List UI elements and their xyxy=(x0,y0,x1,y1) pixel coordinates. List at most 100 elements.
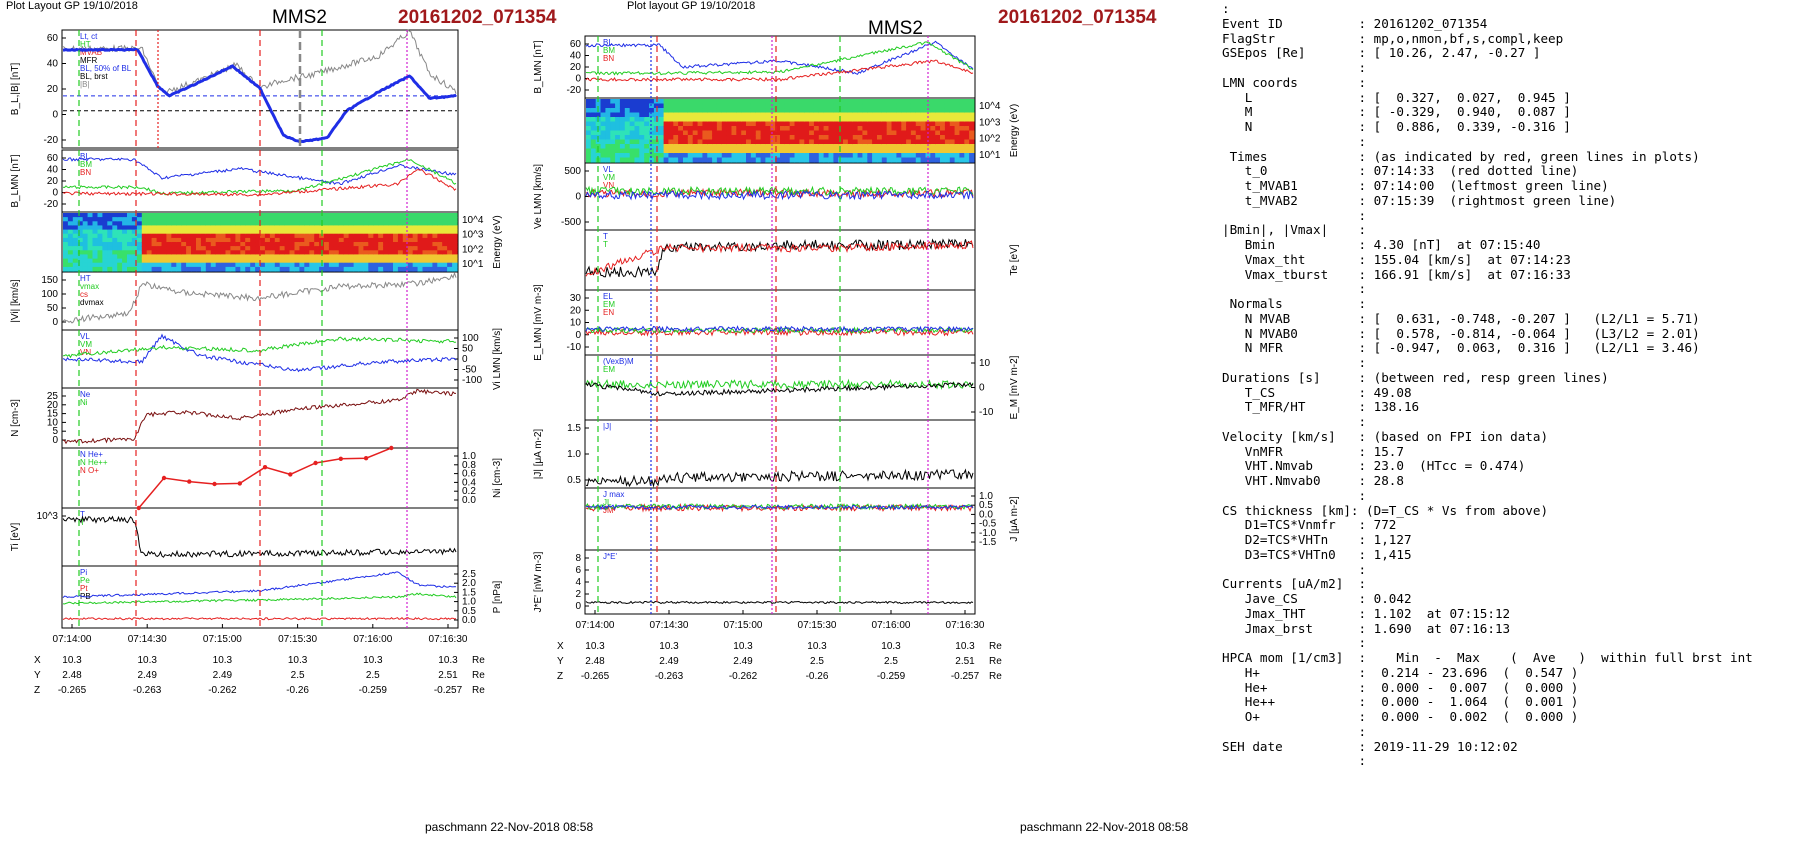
spectrogram-cell xyxy=(930,130,936,136)
right-pos-unit: Re xyxy=(989,671,1002,682)
spectrogram-cell xyxy=(590,108,597,114)
spectrogram-cell xyxy=(412,237,419,243)
spectrogram-cell xyxy=(910,130,917,136)
spectrogram-cell xyxy=(220,246,227,251)
right-time-tick-label: 07:15:00 xyxy=(724,620,763,631)
spectrogram-cell xyxy=(780,99,786,105)
spectrogram-cell xyxy=(746,148,752,154)
spectrogram-cell xyxy=(687,130,694,136)
info-line: VnMFR : 15.7 xyxy=(1222,443,1404,459)
spectrogram-cell xyxy=(87,229,94,235)
spectrogram-cell xyxy=(886,148,893,154)
left-ytick-label: 0 xyxy=(52,317,58,328)
spectrogram-cell xyxy=(388,233,394,239)
spectrogram-cell xyxy=(712,103,718,109)
spectrogram-cell xyxy=(590,135,597,141)
spectrogram-cell xyxy=(683,108,689,114)
spectrogram-cell xyxy=(896,153,902,159)
left-pos-value: 2.49 xyxy=(213,670,233,681)
spectrogram-cell xyxy=(250,242,256,247)
spectrogram-cell xyxy=(629,103,636,109)
spectrogram-cell xyxy=(678,103,684,109)
spectrogram-cell xyxy=(877,126,883,132)
spectrogram-cell xyxy=(422,266,428,272)
spectrogram-cell xyxy=(838,103,844,109)
spectrogram-cell xyxy=(619,135,626,141)
spectrogram-cell xyxy=(794,139,800,145)
spectrogram-cell xyxy=(383,254,389,260)
spectrogram-cell xyxy=(67,246,74,251)
spectrogram-cell xyxy=(683,144,689,150)
spectrogram-cell xyxy=(102,262,108,268)
spectrogram-cell xyxy=(930,126,936,132)
spectrogram-cell xyxy=(891,126,897,132)
spectrogram-cell xyxy=(959,157,965,163)
spectrogram-cell xyxy=(250,246,256,251)
right-te-red-line xyxy=(585,240,974,277)
spectrogram-cell xyxy=(72,262,79,268)
spectrogram-cell xyxy=(452,258,458,264)
spectrogram-cell xyxy=(77,233,84,239)
spectrogram-cell xyxy=(823,108,829,114)
spectrogram-cell xyxy=(383,242,389,247)
spectrogram-cell xyxy=(200,262,207,268)
spectrogram-cell xyxy=(673,130,679,136)
spectrogram-cell xyxy=(818,157,825,163)
right-ve-m-line xyxy=(585,185,974,197)
spectrogram-cell xyxy=(289,225,295,231)
spectrogram-cell xyxy=(605,99,611,105)
spectrogram-cell xyxy=(891,153,897,159)
spectrogram-cell xyxy=(279,221,286,226)
spectrogram-cell xyxy=(586,148,592,154)
spectrogram-cell xyxy=(196,258,202,264)
spectrogram-cell xyxy=(269,233,276,239)
spectrogram-cell xyxy=(716,117,723,123)
spectrogram-cell xyxy=(600,130,606,136)
spectrogram-cell xyxy=(712,99,718,105)
spectrogram-cell xyxy=(240,246,246,251)
spectrogram-cell xyxy=(716,139,723,145)
spectrogram-cell xyxy=(210,262,217,268)
spectrogram-cell xyxy=(72,242,79,247)
spectrogram-cell xyxy=(658,135,665,141)
spectrogram-cell xyxy=(755,153,762,159)
spectrogram-cell xyxy=(644,148,650,154)
spectrogram-cell xyxy=(176,233,182,239)
spectrogram-cell xyxy=(818,103,825,109)
spectrogram-cell xyxy=(712,121,718,127)
spectrogram-cell xyxy=(663,103,669,109)
spectrogram-cell xyxy=(166,237,172,243)
spectrogram-cell xyxy=(230,262,236,268)
spectrogram-cell xyxy=(358,262,364,268)
left-panel-ylabel: Energy (eV) xyxy=(492,215,503,268)
spectrogram-cell xyxy=(368,250,374,255)
spectrogram-cell xyxy=(673,157,679,163)
spectrogram-cell xyxy=(949,121,956,127)
spectrogram-cell xyxy=(166,250,172,255)
spectrogram-cell xyxy=(877,108,883,114)
spectrogram-cell xyxy=(843,112,849,118)
spectrogram-cell xyxy=(969,148,975,154)
spectrogram-cell xyxy=(615,103,621,109)
spectrogram-cell xyxy=(269,217,276,222)
spectrogram-cell xyxy=(959,126,965,132)
spectrogram-cell xyxy=(363,221,369,226)
right-ytick-label: -20 xyxy=(567,85,582,96)
spectrogram-cell xyxy=(284,233,291,239)
spectrogram-cell xyxy=(250,250,256,255)
spectrogram-cell xyxy=(901,130,907,136)
left-ytick-label: 0 xyxy=(52,188,58,199)
left-pos-value: -0.26 xyxy=(286,685,309,696)
spectrogram-cell xyxy=(363,225,369,231)
spectrogram-cell xyxy=(343,258,350,264)
spectrogram-cell xyxy=(891,139,897,145)
spectrogram-cell xyxy=(136,221,143,226)
spectrogram-cell xyxy=(432,217,438,222)
left-ytick-label: 50 xyxy=(462,344,474,355)
spectrogram-cell xyxy=(141,233,148,239)
spectrogram-cell xyxy=(833,103,839,109)
left-ytick-label: 10 xyxy=(47,417,59,428)
spectrogram-cell xyxy=(412,262,419,268)
spectrogram-cell xyxy=(260,262,266,268)
info-line: : xyxy=(1222,1,1230,16)
